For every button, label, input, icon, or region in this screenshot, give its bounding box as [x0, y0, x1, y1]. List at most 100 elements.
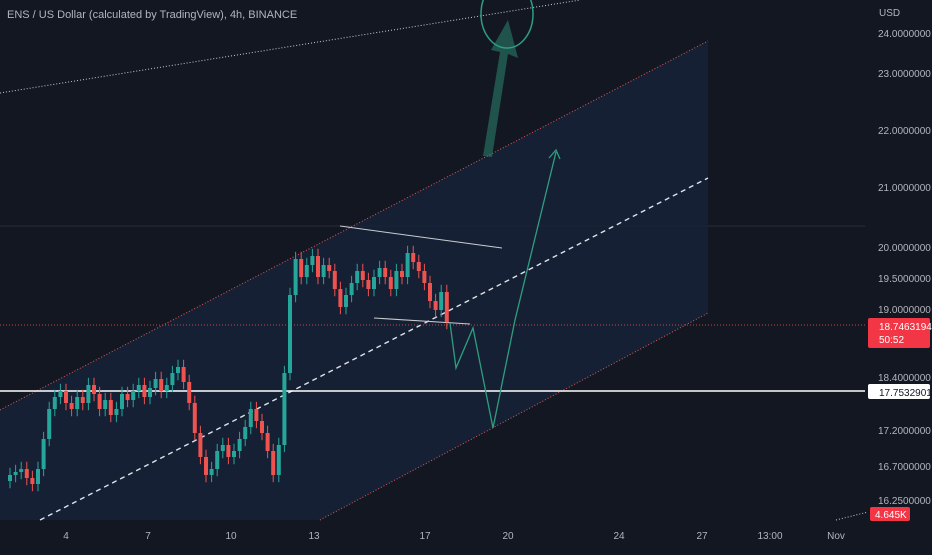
candle-body: [215, 451, 220, 469]
breakout-arrow: [483, 20, 518, 157]
candle-body: [198, 433, 203, 457]
volume-badge-bg: [870, 507, 910, 521]
candle-body: [444, 292, 449, 322]
candle-body: [316, 256, 320, 277]
candle-body: [248, 409, 253, 427]
candle-body: [372, 277, 376, 289]
price-tick-label: 24.0000000: [878, 29, 931, 40]
price-tick-label: 23.0000000: [878, 69, 931, 80]
candle-body: [153, 379, 158, 388]
axis-currency-label: USD: [879, 8, 901, 19]
price-tick-label: 20.0000000: [878, 243, 931, 254]
projection-arrowhead: [548, 148, 561, 160]
candle-body: [8, 475, 12, 481]
price-tick-label: 19.0000000: [878, 305, 931, 316]
candle-body: [377, 268, 382, 277]
annotation-lines-layer: [0, 0, 865, 429]
candle-body: [30, 478, 35, 484]
time-tick-label: 4: [63, 531, 69, 542]
candle-body: [428, 283, 432, 301]
candle-body: [41, 439, 46, 469]
candle-body: [120, 394, 124, 409]
candle-body: [159, 379, 164, 391]
candle-body: [125, 394, 130, 400]
last-price-badge-bg: [868, 318, 930, 348]
candle-body: [47, 409, 52, 439]
volume-pointer-line: [835, 511, 869, 521]
pattern-bottom-line: [373, 317, 471, 325]
candle-body: [422, 271, 427, 283]
time-tick-label: 17: [419, 531, 431, 542]
candle-body: [232, 451, 236, 457]
candle-body: [204, 457, 208, 475]
candle-body: [92, 385, 96, 394]
candle-body: [19, 469, 24, 472]
candle-body: [260, 421, 264, 433]
price-tick-label: 18.4000000: [878, 373, 931, 384]
pattern-top-line: [339, 225, 503, 249]
candle-body: [131, 391, 136, 400]
candle-body: [187, 382, 192, 403]
candle-body: [310, 256, 315, 265]
candle-body: [271, 451, 276, 475]
candle-body: [416, 262, 421, 271]
long-trend-line: [0, 0, 581, 94]
candle-body: [360, 271, 365, 280]
channel-upper-line: [0, 40, 709, 411]
level-badge-bg: [868, 384, 930, 399]
time-tick-label: 13: [308, 531, 320, 542]
candle-body: [338, 289, 343, 307]
channel-fill: [0, 41, 708, 520]
level-badge-value: 17.7532901: [879, 388, 932, 399]
candle-body: [304, 265, 309, 277]
candle-body: [86, 385, 91, 403]
price-tick-label: 17.2000000: [878, 426, 931, 437]
candle-body: [355, 271, 360, 283]
price-tick-label: 16.2500000: [878, 496, 931, 507]
candle-body: [383, 268, 388, 277]
target-ellipse: [480, 0, 534, 49]
symbol-title: ENS / US Dollar (calculated by TradingVi…: [7, 9, 298, 21]
candle-body: [148, 388, 152, 397]
candle-body: [327, 265, 332, 271]
candle-body: [433, 301, 438, 310]
candle-body: [282, 373, 287, 445]
candle-body: [69, 403, 74, 409]
time-tick-label: 13:00: [757, 531, 782, 542]
candle-body: [36, 469, 40, 484]
price-tick-label: 21.0000000: [878, 183, 931, 194]
candle-body: [226, 445, 231, 457]
candle-body: [75, 397, 80, 409]
candle-body: [388, 277, 393, 289]
price-tick-label: 22.0000000: [878, 126, 931, 137]
candle-body: [24, 469, 29, 478]
candle-body: [13, 472, 18, 475]
projection-path: [449, 151, 557, 429]
time-tick-label: 27: [696, 531, 708, 542]
last-price-badge-countdown: 50:52: [879, 335, 904, 346]
price-tick-label: 19.5000000: [878, 274, 931, 285]
last-price-badge-value: 18.7463194: [879, 322, 932, 333]
candle-body: [400, 271, 404, 277]
candle-body: [366, 280, 371, 289]
axis-layer: 24.0000000 23.0000000 22.0000000 21.0000000…: [63, 29, 932, 542]
candle-body: [237, 439, 242, 451]
candle-body: [293, 259, 298, 295]
candle-body: [439, 292, 444, 310]
candle-body: [103, 400, 108, 409]
candle-body: [209, 469, 214, 475]
candle-body: [276, 445, 281, 475]
candle-body: [181, 367, 186, 382]
channel-median-line: [39, 177, 709, 521]
candle-body: [394, 271, 399, 289]
candle-body: [64, 391, 68, 403]
candle-body: [405, 253, 410, 277]
candle-body: [142, 385, 147, 397]
candle-body: [411, 253, 416, 262]
candle-body: [254, 409, 259, 421]
candle-body: [299, 259, 304, 277]
channel-lower-line: [319, 312, 709, 521]
time-tick-label: 20: [502, 531, 514, 542]
